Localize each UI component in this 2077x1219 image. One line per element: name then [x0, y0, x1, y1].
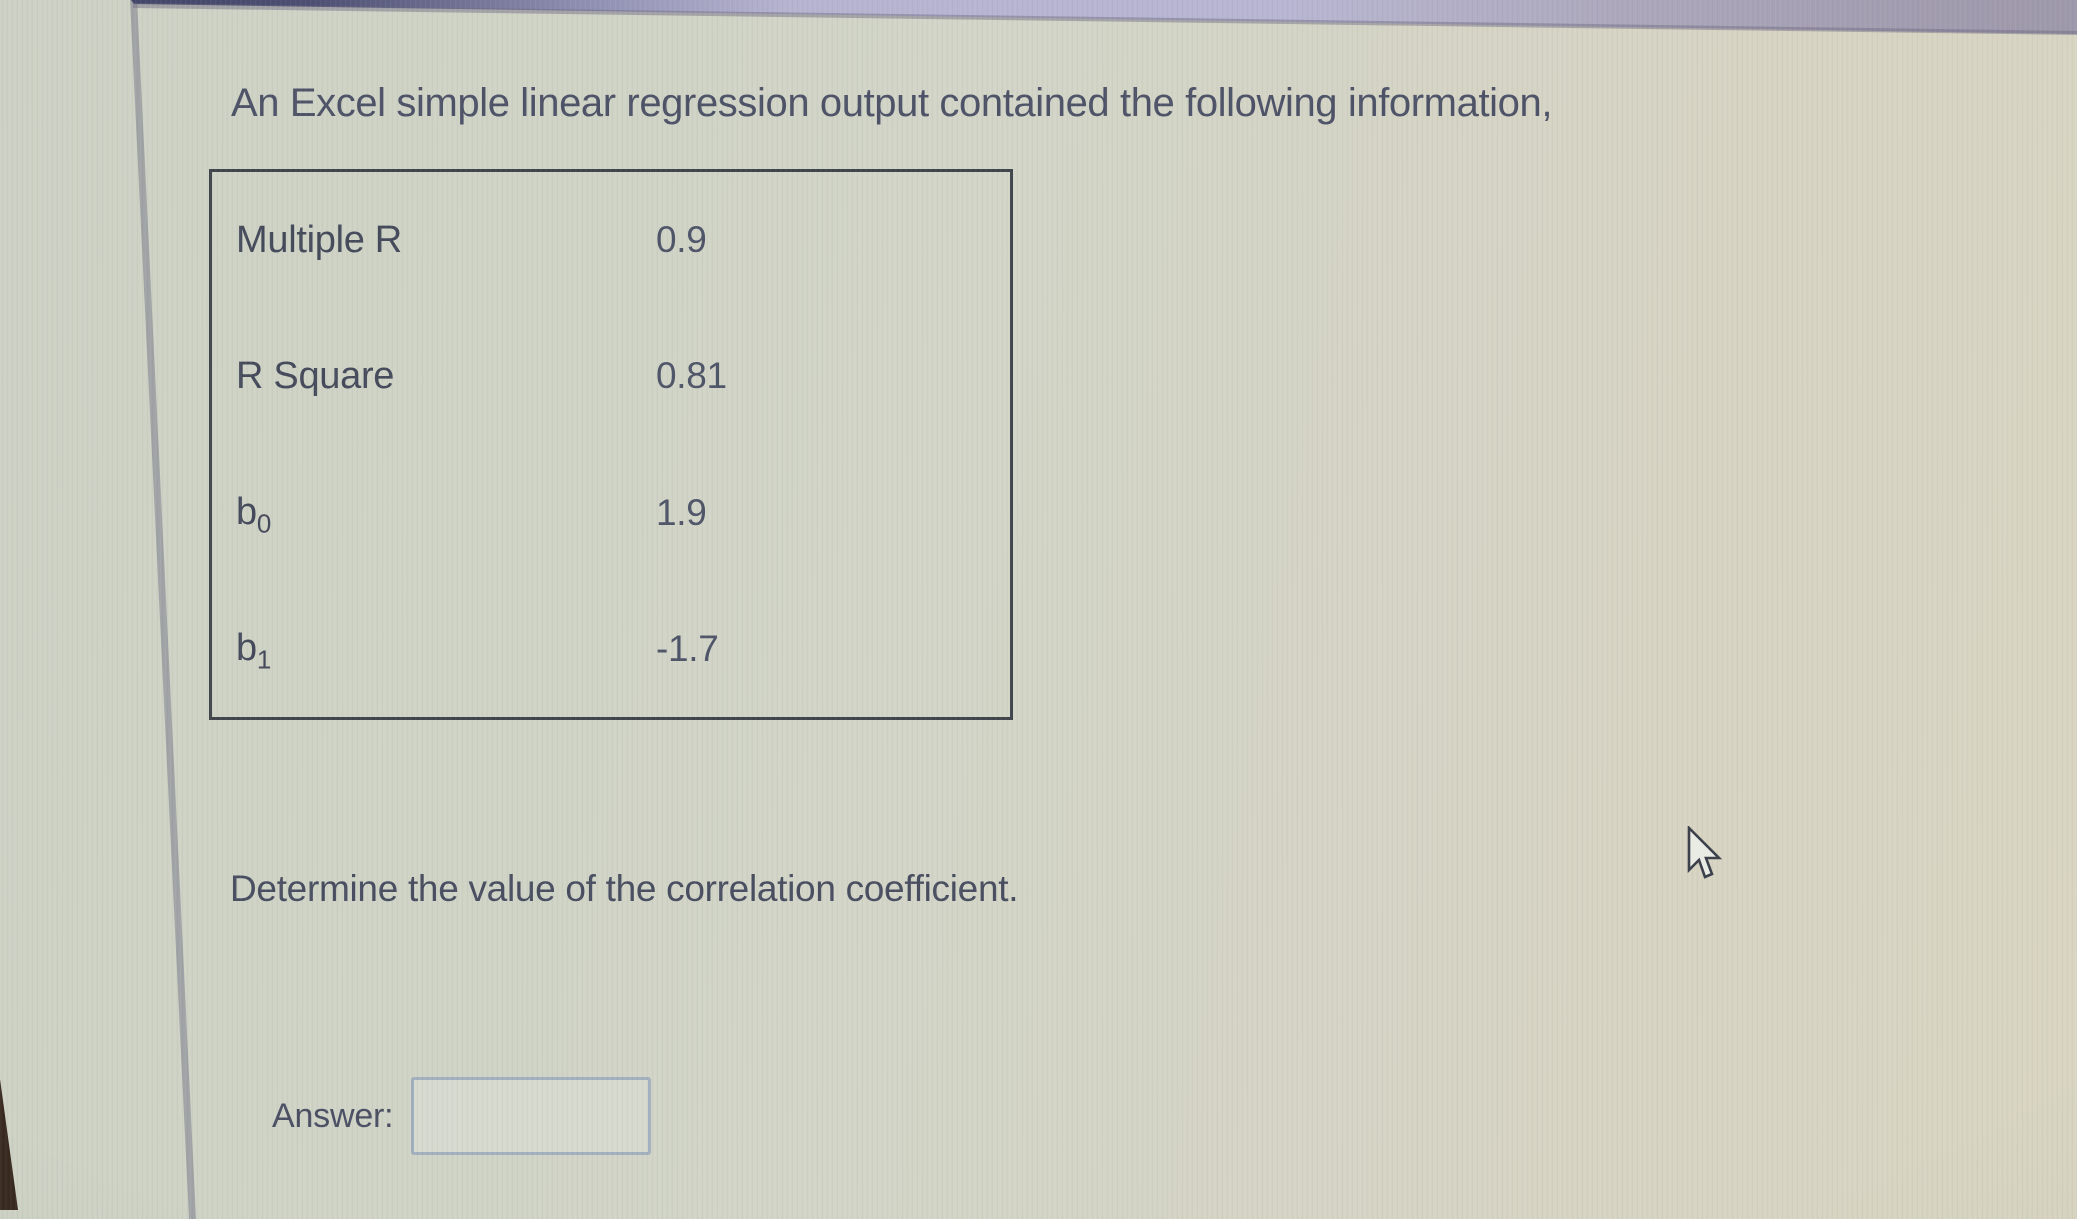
- answer-input[interactable]: [411, 1077, 652, 1155]
- stat-label: Multiple R: [236, 218, 402, 261]
- stat-value: 0.9: [656, 219, 707, 261]
- question-intro: An Excel simple linear regression output…: [231, 81, 1553, 125]
- table-row: b1 -1.7: [212, 581, 1010, 717]
- question-prompt: Determine the value of the correlation c…: [230, 868, 1019, 909]
- stat-value: 1.9: [656, 491, 707, 533]
- desk-background-left-band: [0, 0, 192, 1219]
- regression-output-table: Multiple R 0.9 R Square 0.81 b0 1.9 b1 -…: [209, 169, 1013, 720]
- table-row: Multiple R 0.9: [212, 172, 1010, 308]
- table-row: R Square 0.81: [212, 308, 1010, 444]
- stat-value: -1.7: [656, 627, 719, 669]
- stat-label: b0: [236, 491, 272, 539]
- stat-value: 0.81: [656, 355, 727, 397]
- table-row: b0 1.9: [212, 445, 1010, 581]
- stat-label: R Square: [236, 354, 395, 397]
- stat-label: b1: [236, 627, 272, 675]
- answer-section: Answer:: [272, 1077, 652, 1155]
- answer-label: Answer:: [272, 1097, 394, 1135]
- mouse-cursor-icon: [1687, 826, 1723, 879]
